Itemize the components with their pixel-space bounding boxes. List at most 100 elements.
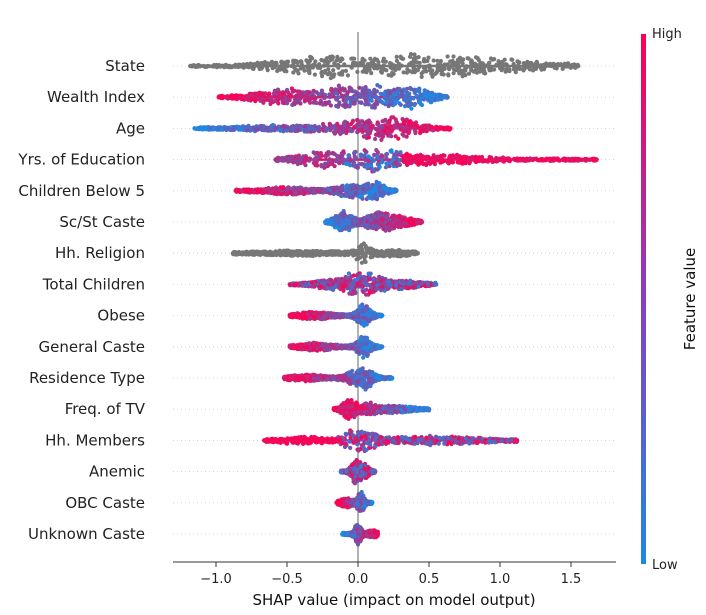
shap-point xyxy=(254,126,260,131)
shap-point xyxy=(254,249,259,254)
shap-point xyxy=(399,89,404,94)
shap-point xyxy=(414,125,419,130)
shap-point xyxy=(296,71,301,76)
shap-point xyxy=(323,187,328,193)
shap-point xyxy=(299,65,304,70)
shap-point xyxy=(357,190,363,195)
shap-point xyxy=(387,227,392,232)
shap-point xyxy=(349,95,354,101)
shap-point xyxy=(369,61,374,66)
shap-point xyxy=(342,193,348,198)
shap-point xyxy=(464,64,469,69)
shap-point xyxy=(362,68,368,73)
shap-point xyxy=(341,149,346,154)
shap-point xyxy=(369,71,374,76)
shap-point xyxy=(426,97,431,102)
shap-point xyxy=(426,55,431,60)
shap-point xyxy=(365,124,370,129)
shap-point xyxy=(285,101,290,106)
shap-point xyxy=(307,158,312,163)
shap-point xyxy=(301,160,306,165)
shap-point xyxy=(381,63,386,68)
shap-point xyxy=(570,157,575,162)
shap-point xyxy=(294,127,299,132)
shap-point xyxy=(270,64,276,69)
shap-point xyxy=(399,92,404,97)
shap-point xyxy=(333,87,338,92)
shap-point xyxy=(357,61,362,66)
shap-point xyxy=(555,62,561,67)
shap-point xyxy=(478,69,483,74)
shap-point xyxy=(342,158,347,163)
shap-point xyxy=(424,154,429,159)
shap-point xyxy=(341,127,346,132)
shap-point xyxy=(407,91,412,96)
shap-point xyxy=(238,250,243,256)
shap-point xyxy=(575,63,581,69)
shap-point xyxy=(396,96,401,101)
shap-point xyxy=(445,94,450,100)
shap-point xyxy=(429,124,434,129)
shap-point xyxy=(273,126,279,131)
shap-point xyxy=(413,154,418,159)
shap-point xyxy=(439,72,444,77)
shap-point xyxy=(348,163,353,168)
shap-point xyxy=(376,60,381,65)
shap-point xyxy=(234,126,239,131)
shap-point xyxy=(315,189,320,194)
shap-point xyxy=(302,68,307,73)
shap-point xyxy=(404,157,409,162)
shap-point xyxy=(401,125,406,130)
shap-point xyxy=(380,134,385,139)
shap-point xyxy=(336,57,341,62)
shap-point xyxy=(310,126,315,131)
shap-point xyxy=(333,252,338,257)
shap-point xyxy=(496,157,501,162)
shap-point xyxy=(252,63,257,68)
shap-point xyxy=(397,101,402,106)
shap-point xyxy=(342,87,347,92)
shap-point xyxy=(406,131,411,136)
shap-point xyxy=(411,221,416,226)
shap-point xyxy=(331,151,336,156)
shap-point xyxy=(339,186,345,191)
shap-point xyxy=(374,148,379,153)
shap-point xyxy=(281,100,286,105)
shap-point xyxy=(297,98,302,103)
shap-point xyxy=(382,95,387,100)
shap-point xyxy=(424,161,429,166)
shap-point xyxy=(441,63,446,69)
shap-point xyxy=(319,153,324,158)
shap-point xyxy=(404,86,410,91)
shap-point xyxy=(308,65,313,70)
shap-point xyxy=(345,73,350,78)
shap-point xyxy=(363,85,368,90)
shap-point xyxy=(345,90,350,95)
shap-point xyxy=(278,67,283,72)
shap-point xyxy=(327,121,332,126)
shap-point xyxy=(342,62,347,67)
shap-point xyxy=(413,67,419,73)
shap-point xyxy=(338,130,343,135)
shap-point xyxy=(384,161,389,166)
shap-point xyxy=(328,160,333,165)
shap-point xyxy=(229,127,234,133)
shap-point xyxy=(430,73,435,78)
shap-point xyxy=(401,70,406,75)
beeswarm-rows xyxy=(188,52,599,547)
shap-point xyxy=(336,65,341,70)
shap-point xyxy=(290,102,295,107)
shap-point xyxy=(374,179,379,184)
shap-point xyxy=(368,97,374,103)
shap-point xyxy=(333,126,338,131)
shap-point xyxy=(288,126,293,131)
shap-point xyxy=(304,128,310,133)
shap-point xyxy=(417,100,422,105)
feature-row xyxy=(233,179,399,202)
shap-point xyxy=(376,250,381,255)
shap-point xyxy=(313,127,318,132)
shap-point xyxy=(459,68,464,73)
shap-point xyxy=(528,61,533,66)
shap-point xyxy=(437,93,442,99)
shap-point xyxy=(251,125,256,130)
